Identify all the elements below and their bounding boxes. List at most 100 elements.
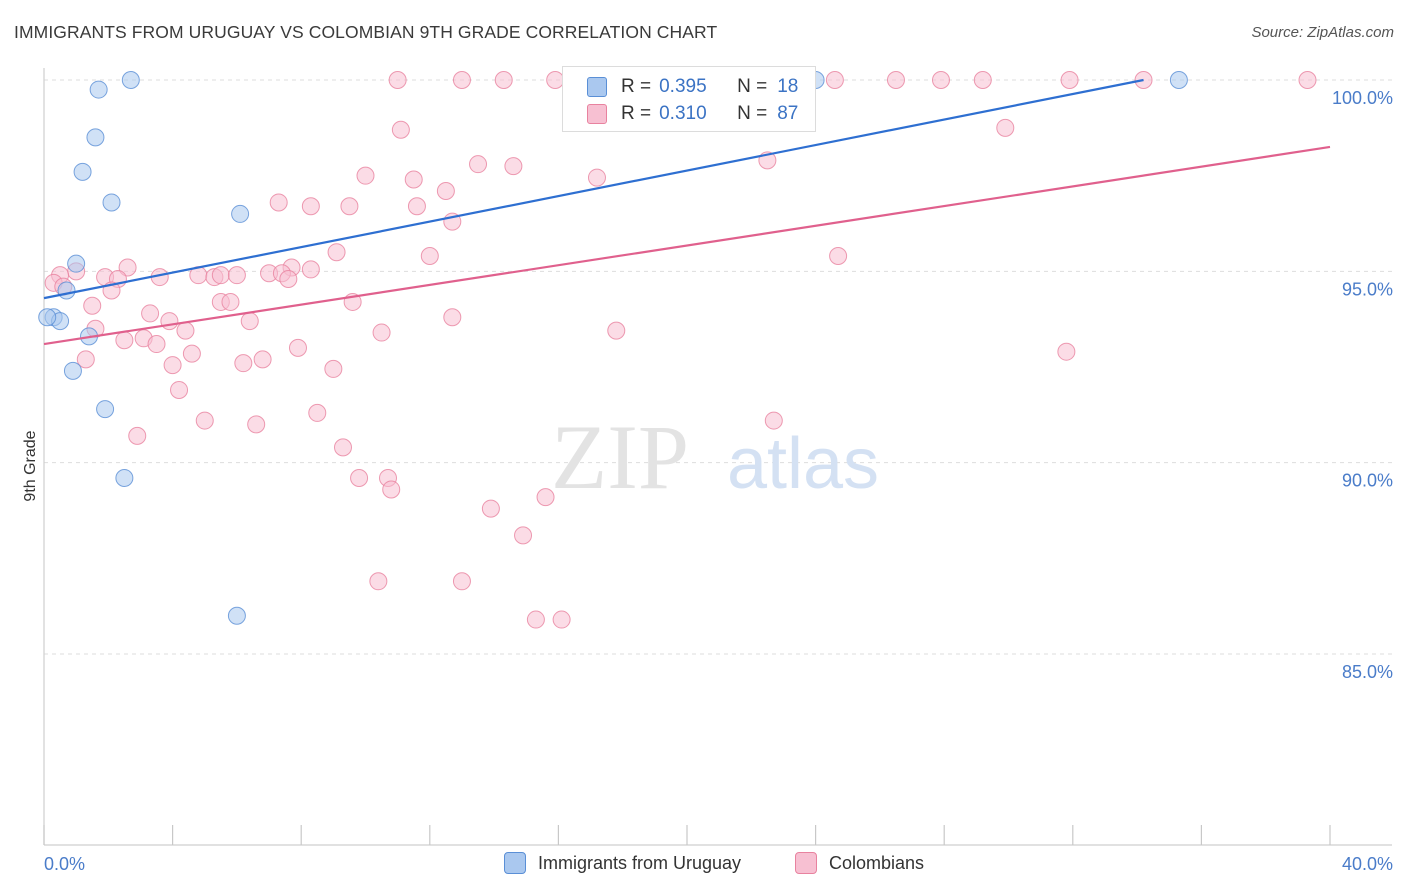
colombians-point [587, 168, 606, 187]
colombians-point [382, 480, 401, 499]
legend-n-value: 18 [777, 76, 799, 97]
colombians-point [420, 247, 439, 266]
legend-row-uruguay: R = 0.395 N = 18 [563, 73, 798, 101]
uruguay-point [96, 400, 115, 419]
chart-title: IMMIGRANTS FROM URUGUAY VS COLOMBIAN 9TH… [14, 22, 718, 42]
uruguay-point [231, 204, 250, 223]
colombians-point [115, 331, 134, 350]
legend-swatch-colombians [795, 852, 817, 874]
colombians-point [504, 157, 523, 176]
colombians-point [391, 120, 410, 139]
y-tick-label: 95.0% [1342, 279, 1393, 299]
colombians-point [141, 304, 160, 323]
trend-lines [43, 78, 1331, 346]
colombians-point [269, 193, 288, 212]
colombians-point [195, 411, 214, 430]
uruguay-point [67, 254, 86, 273]
legend-label-colombians: Colombians [829, 852, 925, 873]
colombians-point [333, 438, 352, 457]
y-tick-label: 85.0% [1342, 662, 1393, 682]
colombians-point [83, 296, 102, 315]
y-tick-label: 90.0% [1342, 471, 1393, 491]
colombians-point [211, 266, 230, 285]
colombians-point [1057, 342, 1076, 361]
colombians-point [247, 415, 266, 434]
uruguay-point [86, 128, 105, 147]
colombians-point [1298, 71, 1317, 89]
uruguay-point [102, 193, 121, 212]
colombians-point [147, 335, 166, 354]
legend-r-value: 0.395 [659, 76, 707, 97]
colombians-point [301, 197, 320, 216]
colombians-point [452, 572, 471, 591]
series-colombians-points [44, 71, 1317, 629]
colombians-point [176, 321, 195, 340]
colombians-point [481, 499, 500, 518]
colombians-point [931, 71, 950, 89]
colombians-point [526, 610, 545, 629]
axis-layer: 85.0% 90.0% 95.0% 100.0% 0.0% 40.0% [43, 68, 1393, 874]
colombians-point [288, 338, 307, 357]
colombians-point [163, 356, 182, 375]
uruguay-point [57, 281, 76, 300]
colombians-point [356, 166, 375, 185]
colombians-point [372, 323, 391, 342]
uruguay-point [115, 468, 134, 487]
legend-swatch-uruguay [504, 852, 526, 874]
colombians-point [279, 269, 298, 288]
colombians-point [973, 71, 992, 89]
colombians-point [170, 380, 189, 399]
colombians-point [404, 170, 423, 189]
y-axis-label: 9th Grade [22, 430, 39, 501]
colombians-point [388, 71, 407, 89]
colombians-point [324, 359, 343, 378]
uruguay-point [1169, 71, 1188, 89]
colombians-point [76, 350, 95, 369]
correlation-legend: R = 0.395 N = 18 R = 0.310 N = 87 [562, 66, 816, 132]
trend-line-colombians [43, 145, 1331, 346]
watermark-zip: ZIP [551, 406, 689, 508]
uruguay-point [121, 71, 140, 89]
colombians-point [407, 197, 426, 216]
colombians-point [160, 312, 179, 331]
colombians-point [221, 292, 240, 311]
x-tick-label: 0.0% [44, 854, 85, 874]
colombians-point [607, 321, 626, 340]
colombians-point [308, 403, 327, 422]
colombians-point [494, 71, 513, 89]
colombians-point [996, 118, 1015, 137]
legend-item-colombians[interactable]: Colombians [795, 852, 924, 874]
legend-n-label: N = [737, 103, 768, 124]
colombians-point [301, 260, 320, 279]
colombians-point [227, 266, 246, 285]
uruguay-point [227, 606, 246, 625]
watermark-atlas: atlas [727, 424, 879, 504]
colombians-point [128, 426, 147, 445]
colombians-point [469, 155, 488, 174]
colombians-point [240, 312, 259, 331]
legend-swatch-colombians [587, 104, 607, 124]
colombians-point [536, 488, 555, 507]
colombians-point [1060, 71, 1079, 89]
colombians-point [340, 197, 359, 216]
colombians-point [234, 354, 253, 373]
legend-item-uruguay[interactable]: Immigrants from Uruguay [504, 852, 741, 874]
colombians-point [118, 258, 137, 277]
colombians-point [369, 572, 388, 591]
colombians-point [829, 247, 848, 266]
x-tick-label: 40.0% [1342, 854, 1393, 874]
legend-r-label: R = [621, 103, 652, 124]
legend-swatch-uruguay [587, 77, 607, 97]
series-legend: Immigrants from Uruguay Colombians [0, 852, 1406, 878]
colombians-point [825, 71, 844, 89]
colombians-point [182, 344, 201, 363]
trend-line-uruguay [43, 78, 1144, 300]
colombians-point [886, 71, 905, 89]
y-tick-label: 100.0% [1332, 88, 1393, 108]
colombians-point [552, 610, 571, 629]
legend-r-label: R = [621, 76, 652, 97]
colombians-point [452, 71, 471, 89]
legend-n-label: N = [737, 76, 768, 97]
uruguay-point [38, 308, 57, 327]
